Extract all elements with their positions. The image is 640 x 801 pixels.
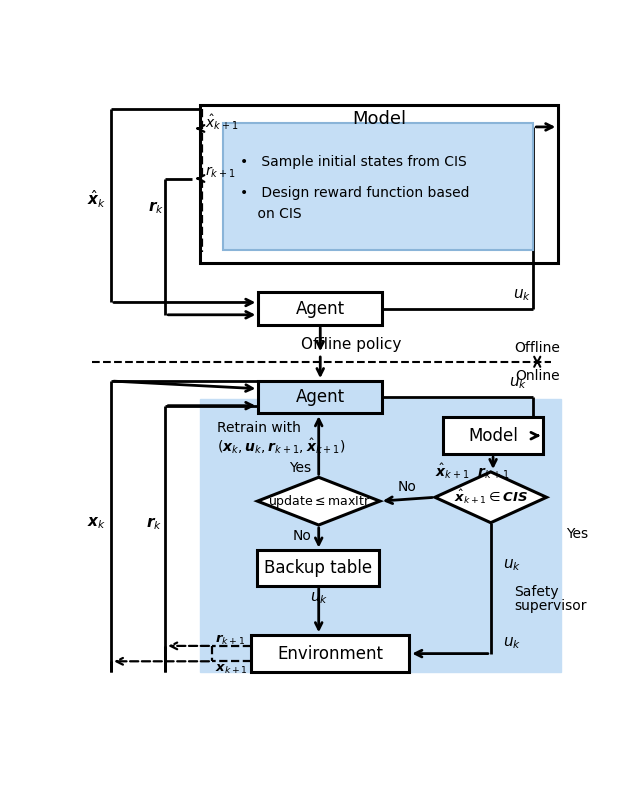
Text: $\boldsymbol{r}_{k+1}$: $\boldsymbol{r}_{k+1}$: [215, 633, 245, 646]
Polygon shape: [257, 477, 380, 525]
Text: Offline policy: Offline policy: [301, 336, 401, 352]
Bar: [259, 292, 382, 325]
Text: Backup table: Backup table: [264, 559, 372, 578]
Text: No: No: [398, 480, 417, 493]
Text: Retrain with: Retrain with: [217, 421, 301, 435]
Bar: [200, 399, 561, 672]
Text: $\boldsymbol{r}_k$: $\boldsymbol{r}_k$: [148, 199, 164, 215]
Bar: [257, 550, 379, 586]
Text: Yes: Yes: [289, 461, 311, 475]
Bar: [223, 123, 533, 250]
Text: $\hat{\boldsymbol{x}}_{k+1} \in \boldsymbol{CIS}$: $\hat{\boldsymbol{x}}_{k+1} \in \boldsym…: [454, 488, 528, 506]
Text: $\boldsymbol{r}_k$: $\boldsymbol{r}_k$: [147, 515, 163, 532]
Bar: [259, 381, 382, 413]
Text: $\hat{x}_{k+1}$: $\hat{x}_{k+1}$: [205, 112, 238, 132]
Text: Environment: Environment: [277, 645, 383, 662]
Text: $\boldsymbol{u_k}$: $\boldsymbol{u_k}$: [503, 635, 522, 650]
Text: $\boldsymbol{u_k}$: $\boldsymbol{u_k}$: [310, 590, 328, 606]
Text: Online: Online: [515, 368, 559, 383]
Text: Agent: Agent: [296, 300, 345, 318]
Text: $(\boldsymbol{x}_k, \boldsymbol{u}_k, \boldsymbol{r}_{k+1}, \hat{\boldsymbol{x}}: $(\boldsymbol{x}_k, \boldsymbol{u}_k, \b…: [217, 437, 346, 457]
Text: $r_{k+1}$: $r_{k+1}$: [205, 165, 236, 180]
Text: $\boldsymbol{x}_k$: $\boldsymbol{x}_k$: [88, 516, 107, 531]
Bar: [250, 635, 410, 672]
Text: $\boldsymbol{u_k}$: $\boldsymbol{u_k}$: [503, 557, 522, 573]
Text: Yes: Yes: [566, 527, 588, 541]
Text: No: No: [292, 529, 311, 543]
Bar: [200, 106, 558, 264]
Text: Agent: Agent: [296, 388, 345, 406]
Text: $\hat{\boldsymbol{x}}_{k+1}$  $\boldsymbol{r}_{k+1}$: $\hat{\boldsymbol{x}}_{k+1}$ $\boldsymbo…: [435, 461, 509, 481]
Text: $\boldsymbol{u_k}$: $\boldsymbol{u_k}$: [513, 287, 532, 303]
Text: $\boldsymbol{x}_{k+1}$: $\boldsymbol{x}_{k+1}$: [215, 662, 248, 675]
Text: •   Design reward function based
    on CIS: • Design reward function based on CIS: [241, 187, 470, 222]
Text: supervisor: supervisor: [514, 599, 586, 613]
Text: •   Sample initial states from CIS: • Sample initial states from CIS: [241, 155, 467, 168]
Bar: [443, 417, 543, 454]
Text: Safety: Safety: [514, 585, 559, 599]
Polygon shape: [435, 472, 547, 523]
Text: $\hat{\boldsymbol{x}}_k$: $\hat{\boldsymbol{x}}_k$: [88, 189, 107, 211]
Text: Offline: Offline: [515, 341, 560, 355]
Text: $\boldsymbol{u_k}$: $\boldsymbol{u_k}$: [509, 376, 527, 391]
Text: Model: Model: [352, 111, 406, 128]
Text: Model: Model: [468, 427, 518, 445]
Text: update$\leq$maxItr: update$\leq$maxItr: [268, 493, 370, 509]
